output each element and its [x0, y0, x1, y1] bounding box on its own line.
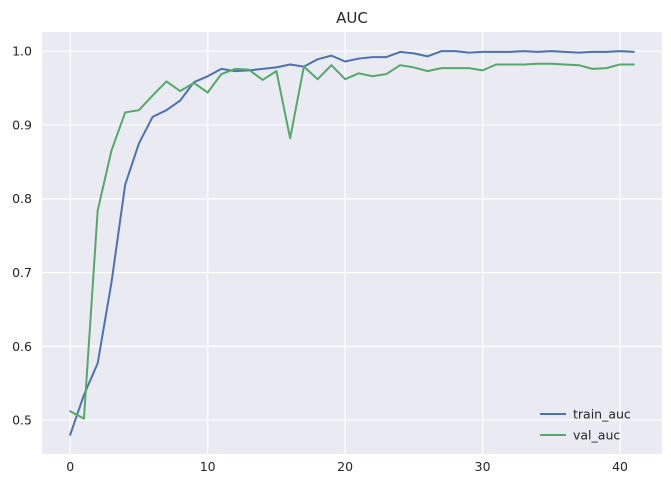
- grid: [42, 32, 662, 454]
- plot-background: [42, 32, 662, 454]
- y-tick-label: 0.7: [12, 265, 32, 280]
- series-lines: [69, 50, 635, 436]
- series-line-val-auc: [69, 62, 635, 420]
- x-tick-label: 10: [200, 459, 216, 474]
- y-tick-label: 0.9: [12, 117, 32, 132]
- y-axis-ticks: 0.5 0.6 0.7 0.8 0.9 1.0: [12, 44, 32, 428]
- series-line-train-auc: [69, 50, 635, 436]
- y-tick-label: 0.8: [12, 191, 32, 206]
- x-tick-label: 40: [612, 459, 628, 474]
- y-tick-label: 0.5: [12, 413, 32, 428]
- legend-label-train-auc: train_auc: [573, 407, 631, 422]
- x-tick-label: 0: [66, 459, 74, 474]
- y-tick-label: 0.6: [12, 339, 32, 354]
- x-axis-ticks: 0 10 20 30 40: [66, 459, 628, 474]
- x-tick-label: 30: [475, 459, 491, 474]
- legend-label-val-auc: val_auc: [573, 428, 620, 443]
- legend: train_auc val_auc: [540, 407, 631, 443]
- y-tick-label: 1.0: [12, 44, 32, 59]
- x-tick-label: 20: [337, 459, 353, 474]
- chart-title: AUC: [336, 9, 368, 27]
